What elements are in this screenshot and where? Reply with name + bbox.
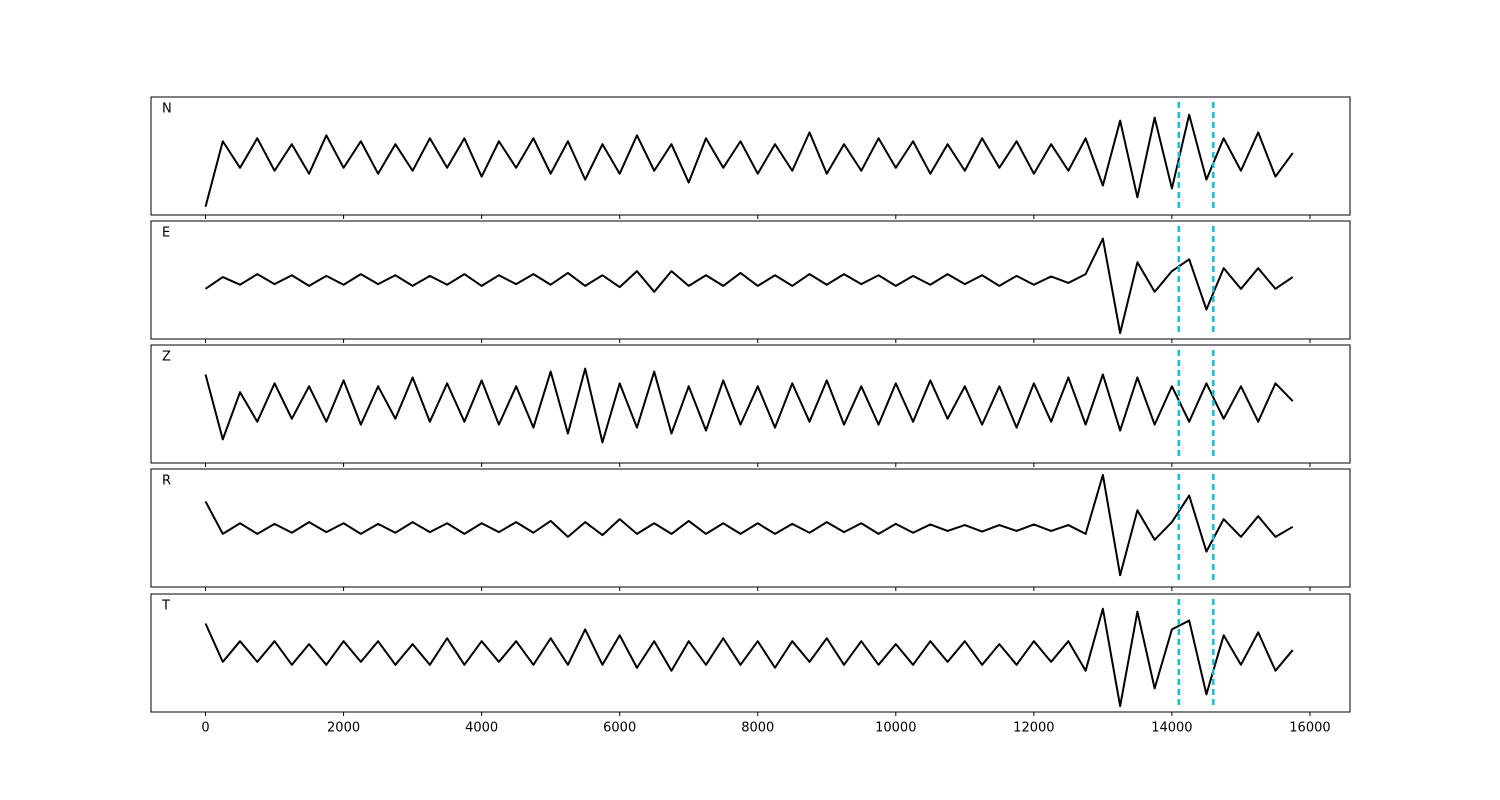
x-tick-label: 0	[201, 721, 209, 736]
panel-label: N	[162, 102, 172, 117]
x-tick-label: 10000	[875, 721, 916, 736]
panel-label: T	[161, 599, 170, 614]
trace	[204, 113, 1294, 207]
x-tick-label: 2000	[327, 721, 360, 736]
x-tick-label: 16000	[1289, 721, 1330, 736]
panel-label: R	[162, 474, 171, 489]
trace	[204, 237, 1294, 335]
trace	[204, 367, 1294, 444]
x-tick-label: 4000	[465, 721, 498, 736]
x-tick-label: 6000	[603, 721, 636, 736]
trace	[204, 607, 1294, 708]
panel-frame	[150, 96, 1351, 216]
x-tick-label: 8000	[741, 721, 774, 736]
x-tick-label: 14000	[1151, 721, 1192, 736]
panel-label: Z	[162, 350, 171, 365]
panel-label: E	[162, 226, 170, 241]
panel-frame	[150, 593, 1351, 713]
trace	[204, 473, 1294, 577]
x-tick-label: 12000	[1013, 721, 1054, 736]
